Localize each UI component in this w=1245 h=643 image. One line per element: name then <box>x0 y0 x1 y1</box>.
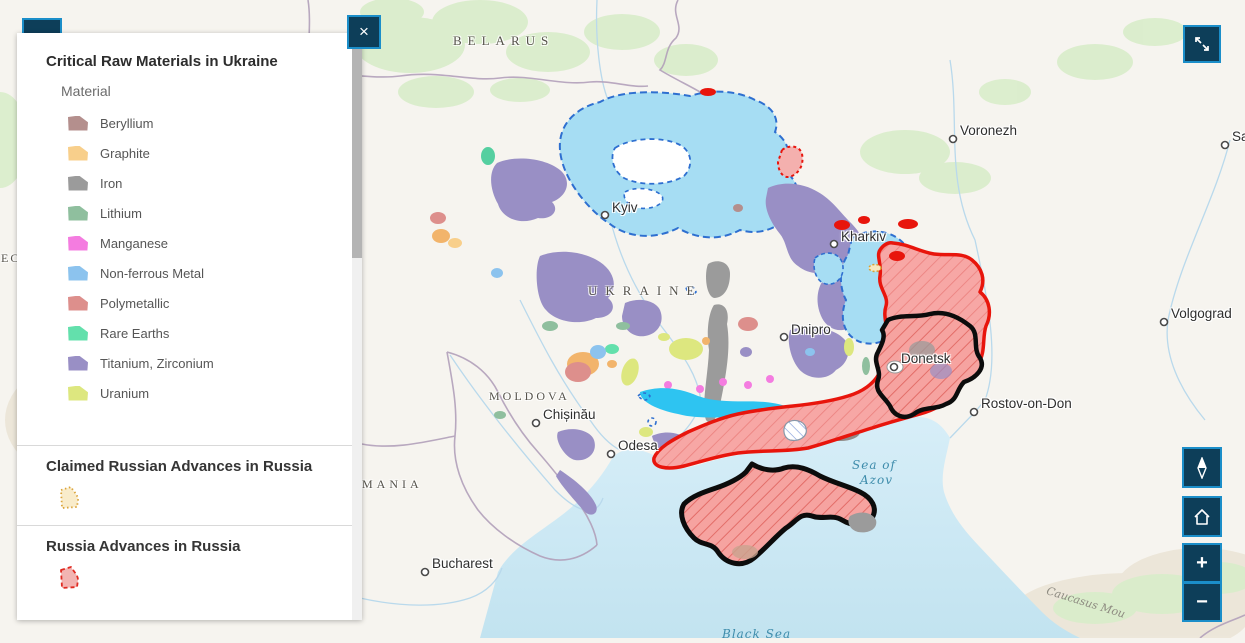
crimea-region <box>679 461 877 567</box>
legend-item-label: Beryllium <box>100 115 154 131</box>
legend-item-beryllium: Beryllium <box>17 108 362 138</box>
legend-item-label: Manganese <box>100 235 168 251</box>
claimed-advances-swatch <box>60 486 79 509</box>
legend-item-label: Uranium <box>100 385 150 401</box>
home-icon <box>1194 508 1210 525</box>
legend-item-label: Rare Earths <box>100 325 170 341</box>
legend-item-polymetallic: Polymetallic <box>17 288 362 318</box>
claimed-advances-blob <box>776 145 804 178</box>
zoom-in-button[interactable]: + <box>1182 543 1222 583</box>
close-icon: × <box>359 22 369 41</box>
legend-item-label: Non-ferrous Metal <box>100 265 205 281</box>
russia-advances-title: Russia Advances in Russia <box>46 538 241 555</box>
titanium-swatch <box>68 355 88 371</box>
legend-item-iron: Iron <box>17 168 362 198</box>
legend-item-manganese: Manganese <box>17 228 362 258</box>
legend-item-rare-earths: Rare Earths <box>17 318 362 348</box>
legend-group-title: Material <box>61 83 111 99</box>
city-dots <box>420 134 1230 577</box>
legend-item-uranium: Uranium <box>17 378 362 408</box>
compass-button[interactable] <box>1182 447 1222 488</box>
nonferrous-swatch <box>68 265 88 281</box>
beryllium-swatch <box>68 115 88 131</box>
legend-item-label: Graphite <box>100 145 150 161</box>
russia-advances-swatch <box>60 566 79 589</box>
lithium-swatch <box>68 205 88 221</box>
polymetallic-swatch <box>68 295 88 311</box>
manganese-swatch <box>68 235 88 251</box>
minus-icon: − <box>1196 590 1208 613</box>
legend-item-lithium: Lithium <box>17 198 362 228</box>
close-panel-button[interactable]: × <box>347 15 381 49</box>
legend-panel: Critical Raw Materials in Ukraine Materi… <box>17 33 362 620</box>
legend-item-label: Iron <box>100 175 123 191</box>
material-legend-list: Beryllium Graphite Iron Lithium Manganes… <box>17 108 362 408</box>
plus-icon: + <box>1196 551 1208 574</box>
nonferrous-north-region <box>558 90 800 239</box>
expand-arrows-icon <box>1195 37 1209 51</box>
graphite-swatch <box>68 145 88 161</box>
claimed-advances-section: Claimed Russian Advances in Russia <box>17 445 362 525</box>
legend-item-titanium: Titanium, Zirconium <box>17 348 362 378</box>
titanium-regions <box>491 158 866 515</box>
legend-item-label: Titanium, Zirconium <box>100 355 214 371</box>
claimed-advances-title: Claimed Russian Advances in Russia <box>46 458 313 475</box>
legend-item-label: Polymetallic <box>100 295 170 311</box>
expand-button[interactable] <box>1183 25 1221 63</box>
donetsk-luhansk-region <box>873 310 984 419</box>
rare-earths-swatch <box>68 325 88 341</box>
legend-item-nonferrous: Non-ferrous Metal <box>17 258 362 288</box>
compass-needle-icon <box>1197 456 1207 479</box>
russia-advances-section: Russia Advances in Russia <box>17 525 362 605</box>
uranium-swatch <box>68 385 88 401</box>
iron-swatch <box>68 175 88 191</box>
panel-scrollbar-thumb[interactable] <box>352 48 362 258</box>
panel-title: Critical Raw Materials in Ukraine <box>46 53 278 70</box>
red-frontline-spots <box>700 88 918 261</box>
home-button[interactable] <box>1182 496 1222 537</box>
zoom-out-button[interactable]: − <box>1182 582 1222 622</box>
panel-scrollbar-track[interactable] <box>352 33 362 620</box>
legend-item-label: Lithium <box>100 205 142 221</box>
legend-item-graphite: Graphite <box>17 138 362 168</box>
